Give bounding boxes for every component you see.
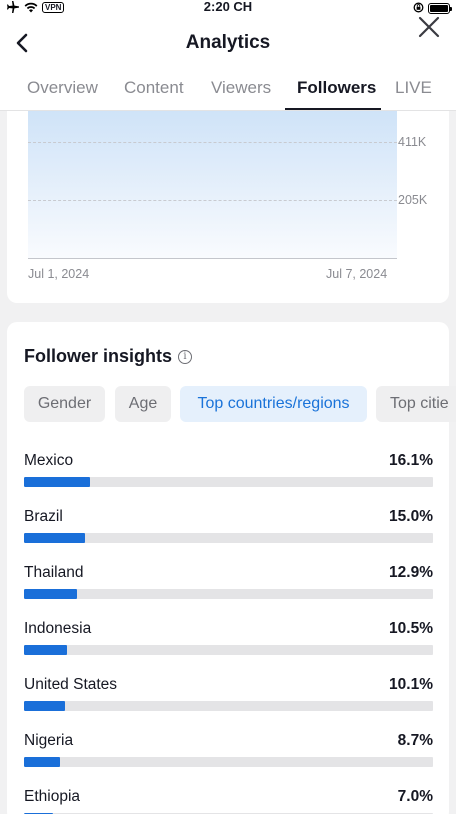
chip-top-cities[interactable]: Top citie	[376, 386, 456, 422]
vpn-badge: VPN	[42, 1, 65, 13]
country-percent: 12.9%	[389, 564, 433, 581]
country-bar-fill	[24, 701, 66, 711]
country-bar-track	[24, 645, 433, 655]
wifi-icon	[24, 2, 38, 13]
country-percent: 7.0%	[397, 788, 433, 805]
chart-gridline	[28, 200, 397, 201]
battery-icon	[428, 3, 452, 14]
country-row: Brazil 15.0%	[24, 508, 433, 564]
country-row: United States 10.1%	[24, 676, 433, 732]
tab-bar: Overview Content Viewers Followers LIVE	[0, 68, 456, 111]
country-row: Mexico 16.1%	[24, 452, 433, 508]
country-percent: 8.7%	[397, 732, 433, 749]
country-bar-track	[24, 533, 433, 543]
country-name: United States	[24, 676, 118, 693]
x-tick-label: Jul 7, 2024	[326, 267, 388, 281]
header: Analytics	[0, 16, 456, 68]
country-bar-fill	[24, 757, 60, 767]
country-bar-track	[24, 589, 433, 599]
country-row: Ethiopia 7.0%	[24, 788, 433, 814]
country-bar-track	[24, 477, 433, 487]
country-name: Thailand	[24, 564, 84, 581]
tab-viewers[interactable]: Viewers	[211, 78, 272, 97]
country-row: Nigeria 8.7%	[24, 732, 433, 788]
y-tick-label: 411K	[398, 135, 427, 149]
chip-top-countries[interactable]: Top countries/regions	[180, 386, 367, 422]
page-title: Analytics	[185, 32, 271, 53]
chip-age[interactable]: Age	[115, 386, 171, 422]
tab-live[interactable]: LIVE	[395, 78, 432, 97]
country-bar-fill	[24, 645, 67, 655]
country-percent: 16.1%	[389, 452, 433, 469]
status-left: VPN	[6, 0, 65, 14]
insights-title: Follower insights i	[24, 346, 193, 367]
follower-insights-card: Follower insights i Gender Age Top count…	[7, 322, 456, 814]
orientation-lock-icon	[413, 1, 424, 16]
country-name: Ethiopia	[24, 788, 81, 805]
x-tick-label: Jul 1, 2024	[28, 267, 90, 281]
followers-chart-card: 411K 205K Jul 1, 2024 Jul 7, 2024	[7, 111, 449, 303]
country-row: Indonesia 10.5%	[24, 620, 433, 676]
active-tab-indicator	[285, 108, 381, 110]
country-percent: 10.5%	[389, 620, 433, 637]
country-bar-fill	[24, 589, 77, 599]
country-bar-fill	[24, 477, 90, 487]
tab-followers[interactable]: Followers	[297, 78, 377, 97]
country-bar-track	[24, 701, 433, 711]
country-name: Indonesia	[24, 620, 92, 637]
status-time: 2:20 CH	[203, 0, 253, 14]
close-icon	[418, 16, 440, 38]
country-bar-fill	[24, 533, 86, 543]
info-icon[interactable]: i	[178, 349, 193, 364]
tab-overview[interactable]: Overview	[27, 78, 98, 97]
country-name: Mexico	[24, 452, 74, 469]
status-bar: VPN 2:20 CH	[0, 0, 456, 18]
y-tick-label: 205K	[398, 193, 428, 207]
close-button[interactable]	[414, 12, 444, 42]
airplane-icon	[6, 1, 20, 13]
country-percent: 10.1%	[389, 676, 433, 693]
chart-gridline	[28, 142, 397, 143]
country-bar-track	[24, 757, 433, 767]
country-percent: 15.0%	[389, 508, 433, 525]
status-right	[413, 1, 452, 16]
country-name: Nigeria	[24, 732, 74, 749]
country-row: Thailand 12.9%	[24, 564, 433, 620]
back-button[interactable]	[12, 30, 34, 56]
chip-gender[interactable]: Gender	[24, 386, 105, 422]
country-name: Brazil	[24, 508, 63, 525]
chart-area-fill	[28, 111, 397, 259]
tab-content[interactable]: Content	[124, 78, 184, 97]
insights-title-text: Follower insights	[24, 346, 173, 366]
chevron-left-icon	[16, 33, 28, 53]
